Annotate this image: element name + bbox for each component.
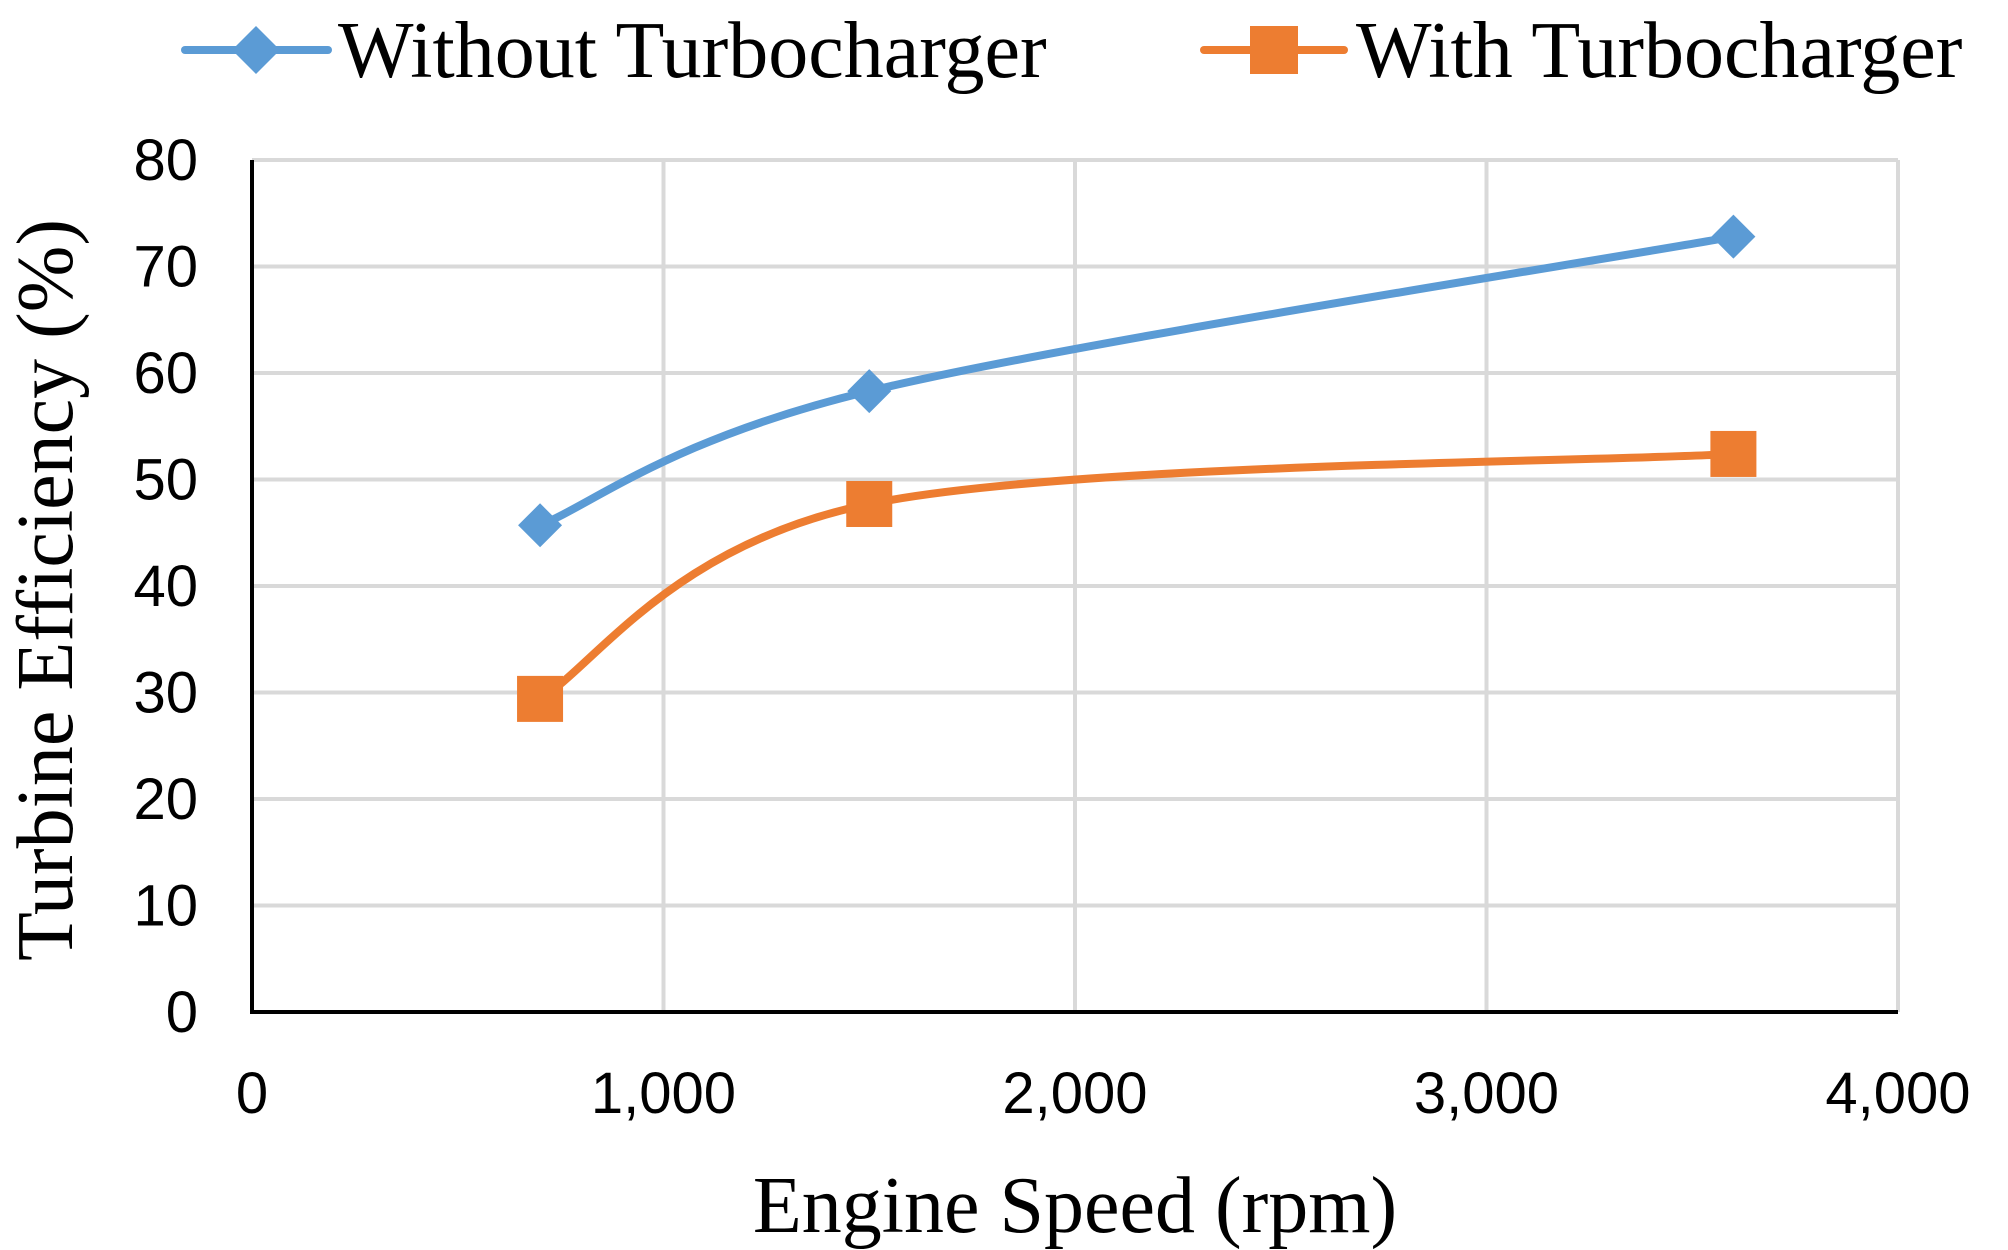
x-tick-label: 3,000 xyxy=(1414,1061,1559,1126)
x-tick-label: 2,000 xyxy=(1002,1061,1147,1126)
data-point-with-turbocharger xyxy=(1710,430,1757,477)
axes xyxy=(250,160,1898,1014)
data-point-without-turbocharger xyxy=(518,503,563,548)
legend-label-with-turbocharger: With Turbocharger xyxy=(1356,7,1962,95)
y-tick-label: 70 xyxy=(133,235,198,300)
y-tick-label: 10 xyxy=(133,874,198,939)
y-tick-label: 30 xyxy=(133,661,198,726)
tick-labels: 0 10 20 30 40 50 60 70 80 0 1,000 2,000 3,000 4,000 xyxy=(133,128,1970,1126)
data-point-without-turbocharger xyxy=(847,369,892,414)
x-tick-label: 0 xyxy=(236,1061,268,1126)
y-tick-label: 0 xyxy=(166,980,198,1045)
y-tick-label: 20 xyxy=(133,767,198,832)
x-axis-title: Engine Speed (rpm) xyxy=(753,1162,1397,1250)
series-line-without-turbocharger xyxy=(536,232,1738,530)
legend-item-without-turbocharger: Without Turbocharger xyxy=(181,7,1047,95)
y-tick-label: 80 xyxy=(133,128,198,193)
y-axis-title: Turbine Efficiency (%) xyxy=(2,219,90,961)
data-point-without-turbocharger xyxy=(1711,214,1756,259)
series-lines xyxy=(536,232,1738,703)
data-point-with-turbocharger xyxy=(517,675,564,722)
series-markers xyxy=(517,214,1757,722)
x-tick-label: 4,000 xyxy=(1825,1061,1970,1126)
legend-diamond-marker xyxy=(232,26,280,74)
legend: Without Turbocharger With Turbocharger xyxy=(181,7,1962,95)
x-tick-label: 1,000 xyxy=(591,1061,736,1126)
y-tick-label: 40 xyxy=(133,554,198,619)
legend-label-without-turbocharger: Without Turbocharger xyxy=(338,7,1047,95)
y-tick-label: 60 xyxy=(133,341,198,406)
legend-item-with-turbocharger: With Turbocharger xyxy=(1200,7,1962,95)
data-point-with-turbocharger xyxy=(846,480,893,527)
grid-lines xyxy=(252,158,1900,1012)
y-tick-label: 50 xyxy=(133,448,198,513)
legend-square-marker xyxy=(1250,26,1298,74)
series-line-with-turbocharger xyxy=(536,449,1738,703)
